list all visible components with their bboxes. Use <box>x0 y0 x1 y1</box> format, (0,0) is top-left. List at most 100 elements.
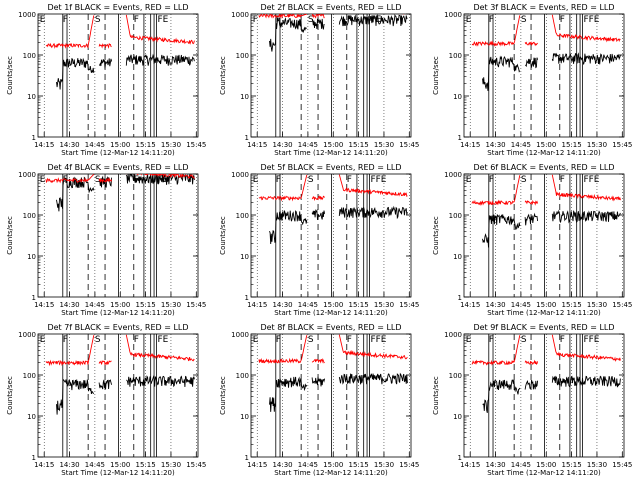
y-axis-label: Counts/sec <box>6 56 14 95</box>
x-tick-label: 15:15 <box>349 141 369 149</box>
y-tick-label: 1000 <box>18 331 36 339</box>
x-tick-label: 14:30 <box>485 461 505 469</box>
event-annotation: F <box>134 335 139 345</box>
plot-frame <box>37 173 199 298</box>
series-events-line <box>482 52 621 91</box>
series-lld-line <box>471 334 621 366</box>
event-annotation: E <box>466 15 472 25</box>
y-tick-label: 1000 <box>18 171 36 179</box>
panel-title: Det 8f BLACK = Events, RED = LLD <box>260 323 401 332</box>
panel-title: Det 4f BLACK = Events, RED = LLD <box>47 163 188 172</box>
event-annotation: F <box>276 175 281 185</box>
x-tick-label: 15:15 <box>562 461 582 469</box>
x-tick-label: 14:30 <box>272 141 292 149</box>
panel-1f: Det 1f BLACK = Events, RED = LLD 1 10 100 10… <box>6 3 206 157</box>
x-tick-label: 15:15 <box>136 301 156 309</box>
event-annotation: FFE <box>583 335 599 345</box>
event-annotation: FFE <box>370 175 386 185</box>
event-annotation: F <box>134 15 139 25</box>
series-group <box>258 334 408 412</box>
event-annotation: E <box>40 15 46 25</box>
x-tick-label: 14:30 <box>485 141 505 149</box>
y-tick-label: 1 <box>458 454 462 462</box>
event-annotation: S <box>95 335 101 345</box>
y-tick-label: 1000 <box>18 11 36 19</box>
y-axis-label: Counts/sec <box>6 376 14 415</box>
series-lld-line <box>45 174 195 184</box>
event-annotation: E <box>253 175 259 185</box>
y-tick-label: 100 <box>236 52 249 60</box>
x-tick-label: 14:15 <box>247 461 267 469</box>
y-tick-label: 100 <box>449 372 462 380</box>
series-group <box>45 174 195 212</box>
event-annotation: F <box>489 15 494 25</box>
x-tick-label: 15:45 <box>612 301 632 309</box>
x-axis-label: Start Time (12-Mar-12 14:11:20) <box>274 309 388 317</box>
panel-title: Det 7f BLACK = Events, RED = LLD <box>47 323 188 332</box>
y-axis-label: Counts/sec <box>6 216 14 255</box>
panel-title: Det 2f BLACK = Events, RED = LLD <box>260 3 401 12</box>
y-tick-label: 100 <box>23 52 36 60</box>
x-tick-label: 14:45 <box>511 301 531 309</box>
x-tick-label: 14:45 <box>298 141 318 149</box>
x-tick-label: 15:45 <box>399 301 419 309</box>
x-tick-label: 15:00 <box>536 461 556 469</box>
event-annotation: F <box>347 15 352 25</box>
event-annotation: S <box>308 175 314 185</box>
panel-5f: Det 5f BLACK = Events, RED = LLD 1 10 100 10… <box>219 163 419 317</box>
x-tick-label: 14:15 <box>34 141 54 149</box>
x-tick-label: 15:30 <box>161 141 181 149</box>
y-tick-label: 100 <box>236 212 249 220</box>
y-axis-label: Counts/sec <box>219 216 227 255</box>
y-tick-label: 100 <box>23 372 36 380</box>
y-tick-label: 1 <box>458 294 462 302</box>
x-tick-label: 15:15 <box>136 461 156 469</box>
series-group <box>471 174 621 248</box>
x-tick-label: 15:45 <box>612 141 632 149</box>
x-tick-label: 14:15 <box>460 301 480 309</box>
series-lld-line <box>258 334 408 364</box>
x-tick-label: 15:30 <box>161 301 181 309</box>
x-tick-label: 15:45 <box>186 301 206 309</box>
plot-frame <box>37 13 199 138</box>
series-events-line <box>56 374 195 415</box>
x-tick-label: 15:00 <box>323 141 343 149</box>
x-tick-label: 15:00 <box>536 141 556 149</box>
series-lld-line <box>258 14 407 20</box>
y-tick-label: 1 <box>245 294 249 302</box>
x-tick-label: 15:15 <box>562 141 582 149</box>
series-group <box>45 14 195 90</box>
event-annotation: F <box>560 15 565 25</box>
plot-frame <box>250 173 412 298</box>
event-annotation: S <box>521 335 527 345</box>
x-axis-label: Start Time (12-Mar-12 14:11:20) <box>61 469 175 477</box>
panel-9f: Det 9f BLACK = Events, RED = LLD 1 10 100 10… <box>432 323 632 477</box>
y-axis-label: Counts/sec <box>432 56 440 95</box>
x-tick-label: 15:30 <box>374 461 394 469</box>
y-tick-label: 1 <box>458 134 462 142</box>
x-tick-label: 15:15 <box>349 301 369 309</box>
panel-7f: Det 7f BLACK = Events, RED = LLD 1 10 100 10… <box>6 323 206 477</box>
event-annotation: F <box>253 15 258 25</box>
y-tick-label: 10 <box>240 93 249 101</box>
y-tick-label: 10 <box>453 93 462 101</box>
x-axis-label: Start Time (12-Mar-12 14:11:20) <box>274 469 388 477</box>
y-tick-label: 1000 <box>444 331 462 339</box>
x-tick-label: 15:45 <box>186 141 206 149</box>
x-tick-label: 15:45 <box>399 141 419 149</box>
x-tick-label: 15:45 <box>612 461 632 469</box>
x-tick-label: 15:00 <box>536 301 556 309</box>
event-annotation: F <box>560 175 565 185</box>
x-tick-label: 15:00 <box>323 301 343 309</box>
series-group <box>45 334 195 415</box>
x-tick-label: 15:00 <box>110 461 130 469</box>
series-lld-line <box>258 174 408 202</box>
y-tick-label: 100 <box>449 52 462 60</box>
series-lld-line <box>45 14 195 49</box>
series-lld-line <box>471 174 621 206</box>
y-tick-label: 100 <box>449 212 462 220</box>
panel-title: Det 3f BLACK = Events, RED = LLD <box>473 3 614 12</box>
event-annotation: S <box>95 175 101 185</box>
y-tick-label: 1 <box>245 454 249 462</box>
x-tick-label: 14:30 <box>272 461 292 469</box>
